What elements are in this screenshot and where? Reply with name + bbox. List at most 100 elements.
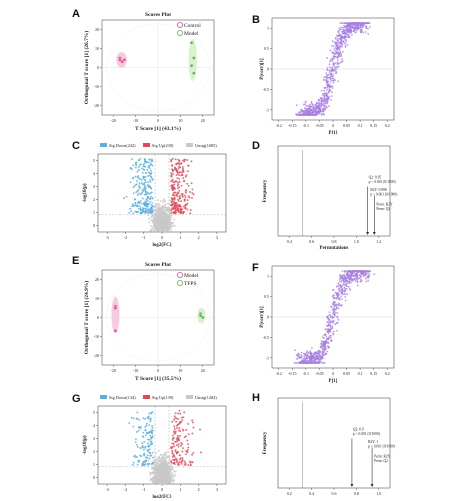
gene-point	[161, 455, 164, 458]
variable-point	[321, 355, 324, 358]
variable-point	[363, 273, 365, 276]
variable-point	[353, 270, 356, 272]
gene-point	[185, 453, 187, 456]
variable-point	[336, 312, 339, 315]
gene-point	[171, 210, 173, 213]
x-tick-label: -0.05	[315, 371, 323, 376]
gene-point	[153, 230, 155, 232]
gene-point	[152, 215, 155, 218]
variable-point	[356, 284, 359, 287]
variable-point	[337, 65, 340, 68]
variable-point	[331, 40, 334, 43]
variable-point	[328, 311, 331, 314]
variable-point	[334, 68, 337, 70]
variable-point	[356, 275, 359, 278]
gene-point	[160, 223, 163, 226]
gene-point	[181, 450, 184, 453]
y-tick-label: 2	[93, 197, 95, 202]
variable-point	[340, 304, 343, 307]
variable-point	[327, 327, 329, 330]
gene-point	[143, 187, 146, 190]
gene-point	[178, 174, 181, 177]
gene-point	[191, 188, 194, 191]
variable-point	[323, 99, 326, 102]
gene-point	[173, 427, 176, 430]
gene-point	[148, 457, 151, 460]
variable-point	[336, 45, 339, 48]
gene-point	[187, 446, 190, 449]
gene-point	[150, 436, 153, 439]
variable-point	[319, 355, 321, 357]
variable-point	[330, 316, 332, 318]
variable-point	[331, 75, 334, 77]
variable-point	[338, 54, 341, 56]
gene-point	[147, 203, 150, 205]
x-axis-label: P[1]	[329, 131, 338, 134]
data-point-model	[113, 329, 118, 333]
x-tick-label: 0.05	[343, 123, 350, 128]
variable-point	[339, 284, 341, 287]
gene-point	[168, 462, 171, 465]
gene-point	[159, 478, 162, 481]
gene-point	[161, 473, 164, 476]
gene-point	[159, 209, 161, 212]
variable-point	[335, 297, 338, 300]
variable-point	[361, 22, 364, 24]
gene-point	[191, 453, 194, 456]
variable-point	[327, 342, 330, 345]
variable-point	[331, 77, 333, 80]
gene-point	[154, 224, 157, 227]
gene-point	[186, 182, 189, 185]
variable-point	[338, 287, 341, 290]
gene-point	[186, 451, 189, 454]
variable-point	[312, 106, 315, 109]
gene-point	[177, 423, 180, 426]
x-tick-label: -1	[142, 487, 145, 492]
variable-point	[332, 288, 335, 291]
gene-point	[180, 184, 183, 187]
variable-point	[330, 334, 332, 337]
variable-point	[315, 358, 317, 361]
gene-point	[171, 157, 174, 160]
variable-point	[326, 102, 329, 105]
variable-point	[330, 58, 333, 61]
gene-point	[148, 192, 151, 195]
variable-point	[336, 315, 338, 318]
variable-point	[333, 64, 335, 67]
gene-point	[154, 452, 157, 455]
gene-point	[177, 463, 180, 466]
gene-point	[182, 205, 185, 208]
gene-point	[135, 179, 138, 182]
y-axis-label: Orthogonal T score [1] (26.7%)	[83, 31, 90, 105]
gene-point	[150, 210, 153, 213]
y-tick-label: 0	[93, 475, 95, 480]
variable-point	[313, 352, 316, 354]
gene-point	[176, 459, 179, 462]
gene-point	[168, 481, 170, 484]
legend-label: Sig Down(242)	[109, 143, 136, 148]
gene-point	[180, 444, 183, 447]
variable-point	[329, 330, 331, 332]
gene-point	[179, 210, 182, 213]
variable-point	[356, 281, 359, 283]
gene-point	[146, 449, 149, 452]
panel-label-b: B	[252, 14, 260, 26]
gene-point	[178, 171, 181, 174]
y-tick-label: 4	[93, 423, 95, 428]
gene-point	[177, 437, 180, 440]
gene-point	[178, 439, 181, 442]
variable-point	[327, 91, 330, 94]
variable-point	[354, 277, 357, 280]
gene-point	[169, 464, 172, 467]
gene-point	[146, 199, 149, 202]
variable-point	[320, 89, 323, 92]
gene-point	[162, 478, 165, 481]
variable-point	[345, 277, 348, 279]
gene-point	[136, 170, 139, 173]
variable-point	[336, 329, 338, 332]
gene-point	[187, 433, 190, 436]
variable-point	[339, 22, 342, 24]
variable-point	[298, 111, 301, 114]
gene-point	[167, 477, 170, 480]
gene-point	[179, 211, 182, 214]
